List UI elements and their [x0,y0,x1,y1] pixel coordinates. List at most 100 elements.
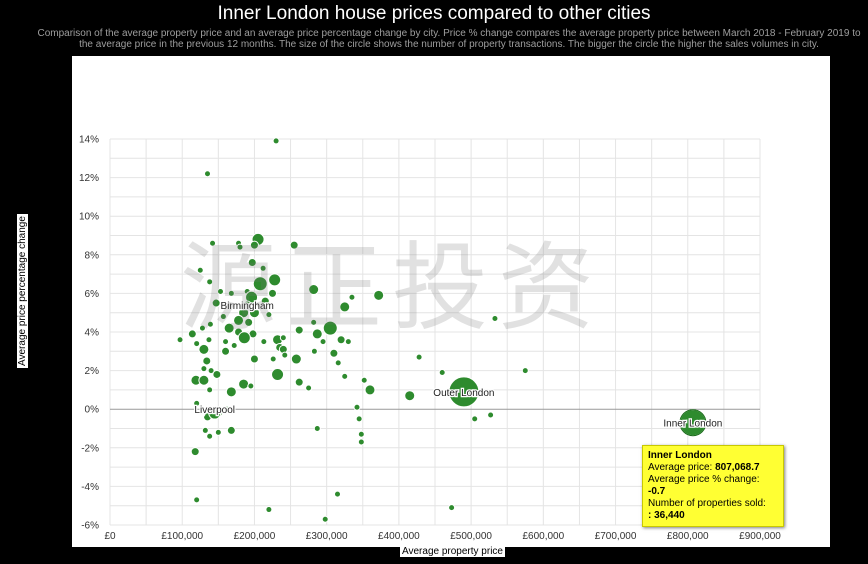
x-tick-label: £800,000 [667,531,709,542]
tick-labels: £0 £100,000 £200,000 £300,000 £400,000 £500,0… [79,135,781,543]
x-tick-label: £100,000 [161,531,203,542]
data-point [290,353,302,365]
data-point [227,289,235,297]
data-point [268,273,282,287]
data-point [238,378,250,390]
x-tick-label: £500,000 [450,531,492,542]
highlight-ring [679,409,707,437]
data-point [221,346,231,356]
data-point [212,369,222,379]
data-point [334,359,342,367]
data-point [247,258,257,268]
tooltip-price-value: 807,068.7 [715,462,760,473]
data-point [198,343,210,355]
data-point [249,354,259,364]
data-point [208,406,222,420]
data-point [247,382,255,390]
data-point [438,369,446,377]
data-point [206,320,214,328]
data-point [415,353,423,361]
data-point [206,278,214,286]
data-point [209,239,217,247]
data-point [205,336,213,344]
x-tick-label: £0 [104,531,116,542]
data-point [204,170,211,178]
tooltip: Inner London Average price: 807,068.7 Av… [642,445,784,527]
tooltip-change-label: Average price % change: [648,474,760,485]
point-label: Outer London [433,388,494,399]
chart-title: Inner London house prices compared to ot… [217,3,651,24]
data-point [200,365,208,373]
tooltip-sold-value: : 36,440 [648,510,685,521]
data-point [242,300,252,310]
data-point [206,386,214,394]
data-point [219,313,227,321]
data-point [225,386,237,398]
data-point [230,342,238,350]
data-point [206,432,214,440]
data-point [336,335,346,345]
data-point [281,351,289,359]
data-point [294,377,304,387]
data-point [311,328,323,340]
data-point [448,504,456,512]
data-point [268,288,277,298]
grid-lines [109,138,761,526]
data-point [491,314,499,322]
data-point [321,515,329,523]
data-point [319,338,327,346]
point-label: Liverpool [194,405,235,416]
data-point [198,324,206,332]
chart-subtitle: Comparison of the average property price… [37,28,861,50]
data-point [223,405,231,413]
data-point [308,284,320,296]
data-point [348,293,356,301]
y-axis-label: Average price percentage change [17,214,28,368]
data-point [360,376,368,384]
tooltip-sold-label: Number of properties sold: [648,498,766,509]
data-point [238,307,250,319]
data-point [214,428,222,436]
data-point [310,318,318,326]
x-axis-label: Average property price [400,546,505,557]
data-point [249,240,259,250]
data-point [448,376,480,408]
data-point [334,490,341,498]
y-tick-label: -4% [81,482,99,493]
data-point [217,287,224,295]
tooltip-change: Average price % change: -0.7 [648,474,778,498]
tooltip-price: Average price: 807,068.7 [648,462,778,474]
data-point [211,298,221,308]
data-point [313,425,321,432]
data-point [357,430,365,438]
data-point [237,331,251,345]
x-tick-label: £700,000 [595,531,637,542]
data-point [193,399,201,407]
data-point [471,415,479,423]
data-point [305,384,313,392]
data-point [244,317,254,327]
point-labels: Birmingham Liverpool Outer London Inner Lon… [193,300,723,431]
data-point [252,276,268,292]
data-point [289,240,299,250]
data-point [279,334,287,342]
data-point [269,355,277,363]
data-point [272,137,280,145]
data-point [233,314,245,326]
tooltip-change-value: -0.7 [648,486,666,497]
data-point [271,367,285,381]
data-point [245,290,259,304]
data-point [201,426,209,434]
data-point [260,338,268,346]
x-tick-label: £200,000 [234,531,276,542]
data-point [202,356,212,366]
data-point [344,338,352,346]
data-point [487,411,495,419]
tooltip-price-label: Average price: [648,462,713,473]
data-point [339,301,351,313]
y-tick-label: 10% [79,212,99,223]
data-point [223,322,235,334]
data-point [190,447,200,457]
x-tick-label: £600,000 [522,531,564,542]
point-label: Birmingham [221,301,274,312]
